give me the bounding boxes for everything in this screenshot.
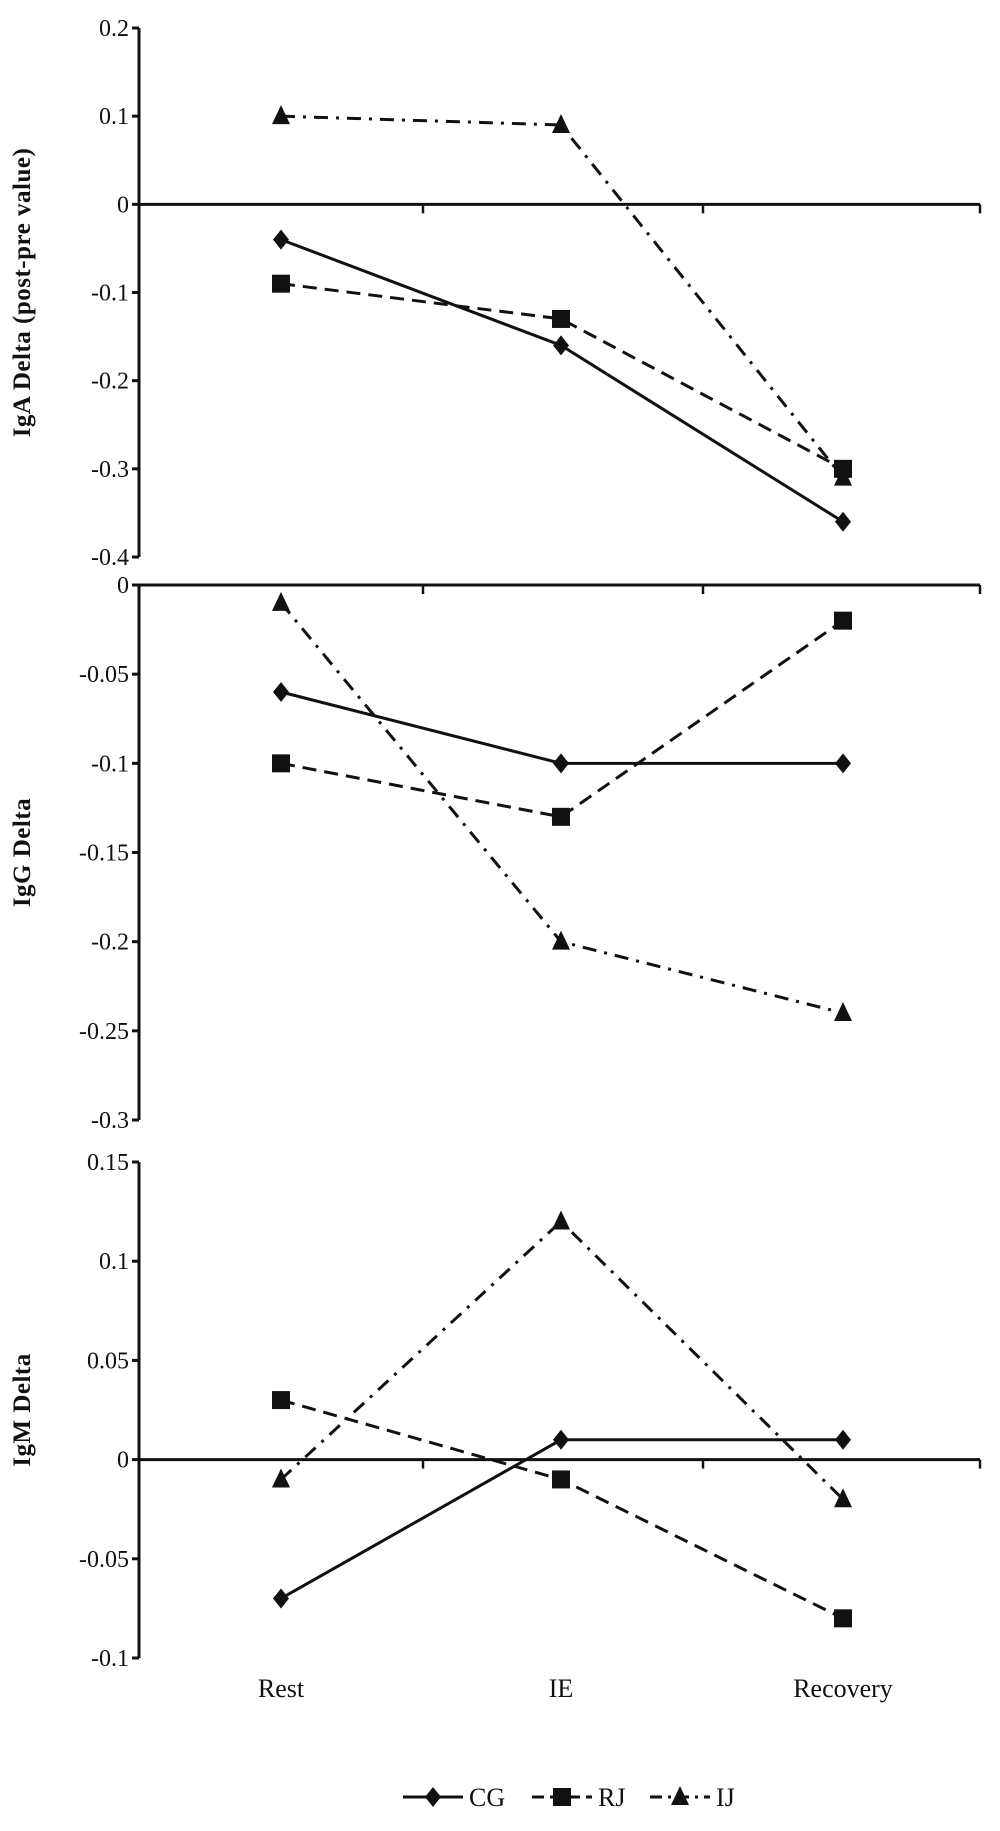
- data-point-cg: [273, 229, 289, 250]
- series-line-rj: [280, 282, 844, 471]
- data-point-ij: [834, 466, 852, 486]
- data-point-ij: [272, 591, 290, 611]
- y-tick-label: 0: [117, 192, 129, 218]
- legend-item-ij: IJ: [650, 1783, 735, 1812]
- data-point-cg: [273, 682, 289, 702]
- data-point-cg: [835, 511, 851, 532]
- y-tick-label: -0.1: [91, 1646, 129, 1672]
- y-tick-label: -0.2: [91, 369, 129, 395]
- y-tick-label: -0.05: [79, 662, 129, 688]
- legend-item-cg: CG: [403, 1783, 505, 1812]
- series-cg: [273, 229, 851, 532]
- y-tick-label: -0.4: [91, 545, 129, 571]
- y-tick-label: -0.3: [91, 457, 129, 483]
- series-line-cg: [280, 690, 843, 765]
- data-point-rj: [272, 274, 290, 293]
- series-line-cg: [280, 1438, 843, 1600]
- y-tick-label: 0.1: [99, 1249, 129, 1275]
- panel-iga: 0.2 0.1 0 -0.1 -0.2 -0.3 -0.4 IgA Delta (post-p…: [9, 16, 982, 571]
- data-point-rj: [552, 807, 570, 826]
- y-tick-label: 0: [117, 1448, 129, 1474]
- data-point-cg: [273, 1588, 289, 1609]
- data-point-cg: [835, 753, 851, 774]
- y-tick-label: 0.15: [87, 1150, 129, 1176]
- y-tick-label: 0: [117, 573, 129, 599]
- legend-marker-square-icon: [553, 1788, 571, 1806]
- series-line-cg: [280, 238, 844, 524]
- y-axis-label: IgA Delta (post-pre value): [9, 148, 36, 438]
- data-point-ij: [552, 930, 570, 950]
- y-tick-label: 0.1: [99, 104, 129, 130]
- x-category-label: Rest: [258, 1674, 305, 1703]
- legend-label: RJ: [598, 1783, 625, 1812]
- data-point-ij: [552, 1210, 570, 1230]
- y-tick-label: -0.1: [91, 751, 129, 777]
- y-tick-label: -0.3: [91, 1108, 129, 1134]
- data-point-ij: [834, 1488, 852, 1508]
- series-cg: [273, 1429, 851, 1609]
- y-tick-label: -0.2: [91, 930, 129, 956]
- data-point-rj: [552, 1470, 570, 1489]
- series-ij: [272, 105, 852, 486]
- legend: CG RJ IJ: [403, 1783, 735, 1812]
- y-tick-label: -0.15: [79, 841, 129, 867]
- y-tick-label: -0.25: [79, 1019, 129, 1045]
- data-point-cg: [553, 753, 569, 774]
- series-line-ij: [280, 114, 845, 479]
- legend-item-rj: RJ: [532, 1783, 625, 1812]
- y-tick-label: -0.05: [79, 1547, 129, 1573]
- series-rj: [272, 1391, 852, 1628]
- y-tick-label: -0.1: [91, 281, 129, 307]
- legend-marker-triangle-icon: [671, 1786, 689, 1805]
- data-point-rj: [552, 309, 570, 328]
- y-tick-label: 0.2: [99, 16, 129, 42]
- series-rj: [272, 611, 852, 826]
- panel-igg: 0 -0.05 -0.1 -0.15 -0.2 -0.25 -0.3 IgG Delta: [9, 573, 982, 1134]
- x-category-label: IE: [549, 1674, 574, 1703]
- legend-label: CG: [469, 1783, 505, 1812]
- y-tick-label: 0.05: [87, 1348, 129, 1374]
- data-point-ij: [834, 1002, 852, 1021]
- series-ij: [272, 591, 852, 1021]
- data-point-rj: [834, 1609, 852, 1628]
- data-point-cg: [553, 335, 569, 356]
- series-line-ij: [279, 1219, 845, 1501]
- data-point-cg: [553, 1429, 569, 1450]
- y-axis-label: IgM Delta: [9, 1353, 36, 1467]
- legend-label: IJ: [716, 1783, 735, 1812]
- series-cg: [273, 682, 851, 774]
- x-category-label: Recovery: [793, 1674, 893, 1703]
- series-line-rj: [280, 619, 844, 819]
- series-rj: [272, 274, 852, 478]
- data-point-rj: [834, 611, 852, 630]
- data-point-cg: [835, 1429, 851, 1450]
- y-axis-label: IgG Delta: [9, 798, 36, 907]
- legend-marker-diamond-icon: [425, 1787, 441, 1807]
- data-point-rj: [272, 754, 290, 773]
- panel-igm: 0.15 0.1 0.05 0 -0.05 -0.1 IgM Delta: [9, 1150, 982, 1672]
- data-point-ij: [552, 113, 570, 133]
- data-point-rj: [272, 1391, 290, 1410]
- series-ij: [272, 1210, 852, 1508]
- data-point-ij: [272, 1468, 290, 1488]
- data-point-ij: [272, 105, 290, 125]
